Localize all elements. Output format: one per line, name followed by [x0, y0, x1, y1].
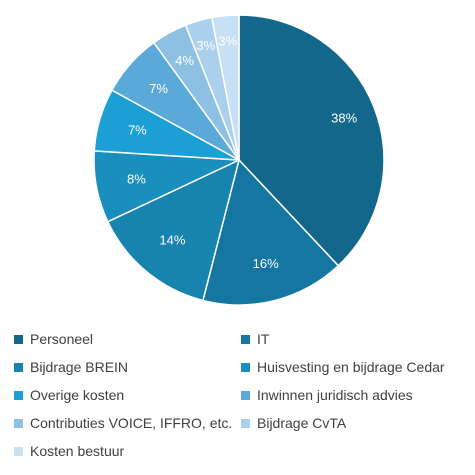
- legend-label-2: IT: [257, 331, 270, 347]
- data-label-3: 14%: [159, 232, 185, 247]
- legend-swatch-9: [14, 446, 23, 456]
- legend-item-2: IT: [241, 329, 269, 349]
- legend-label-1: Personeel: [30, 331, 94, 347]
- pie-slice-3: [106, 158, 241, 302]
- data-label-9: 3%: [218, 34, 237, 49]
- legend-label-7: Contributies VOICE, IFFRO, etc.: [30, 415, 233, 431]
- legend-item-5: Overige kosten: [14, 385, 124, 405]
- data-label-1: 38%: [331, 110, 357, 125]
- legend-swatch-4: [241, 362, 250, 372]
- legend-item-9: Kosten bestuur: [14, 441, 124, 461]
- data-label-7: 4%: [175, 53, 194, 68]
- legend-label-4: Huisvesting en bijdrage Cedar: [257, 359, 445, 375]
- legend-item-8: Bijdrage CvTA: [241, 413, 346, 433]
- legend-label-6: Inwinnen juridisch advies: [257, 387, 413, 403]
- legend-swatch-2: [241, 334, 250, 344]
- legend-swatch-7: [14, 418, 23, 428]
- pie-chart-plot: 38%16%14%8%7%7%4%3% 3%: [93, 14, 385, 306]
- legend-label-3: Bijdrage BREIN: [30, 359, 129, 375]
- legend-swatch-8: [241, 418, 250, 428]
- legend-item-3: Bijdrage BREIN: [14, 357, 128, 377]
- pie-slice-2: [202, 158, 340, 306]
- legend-swatch-1: [14, 334, 23, 344]
- legend-label-5: Overige kosten: [30, 387, 125, 403]
- legend-label-8: Bijdrage CvTA: [257, 415, 347, 431]
- data-label-8: 3%: [196, 38, 215, 53]
- legend-item-1: Personeel: [14, 329, 93, 349]
- legend-label-9: Kosten bestuur: [30, 443, 125, 459]
- legend-swatch-3: [14, 362, 23, 372]
- legend-item-4: Huisvesting en bijdrage Cedar: [241, 357, 445, 377]
- data-label-6: 7%: [149, 81, 168, 96]
- legend-item-6: Inwinnen juridisch advies: [241, 385, 413, 405]
- pie-slice-9: [210, 14, 240, 161]
- legend-swatch-6: [241, 390, 250, 400]
- legend-swatch-5: [14, 390, 23, 400]
- pie-slice-1: [238, 14, 385, 267]
- data-label-5: 7%: [128, 122, 147, 137]
- data-label-2: 16%: [253, 256, 279, 271]
- data-label-4: 8%: [127, 172, 146, 187]
- legend-item-7: Contributies VOICE, IFFRO, etc.: [14, 413, 232, 433]
